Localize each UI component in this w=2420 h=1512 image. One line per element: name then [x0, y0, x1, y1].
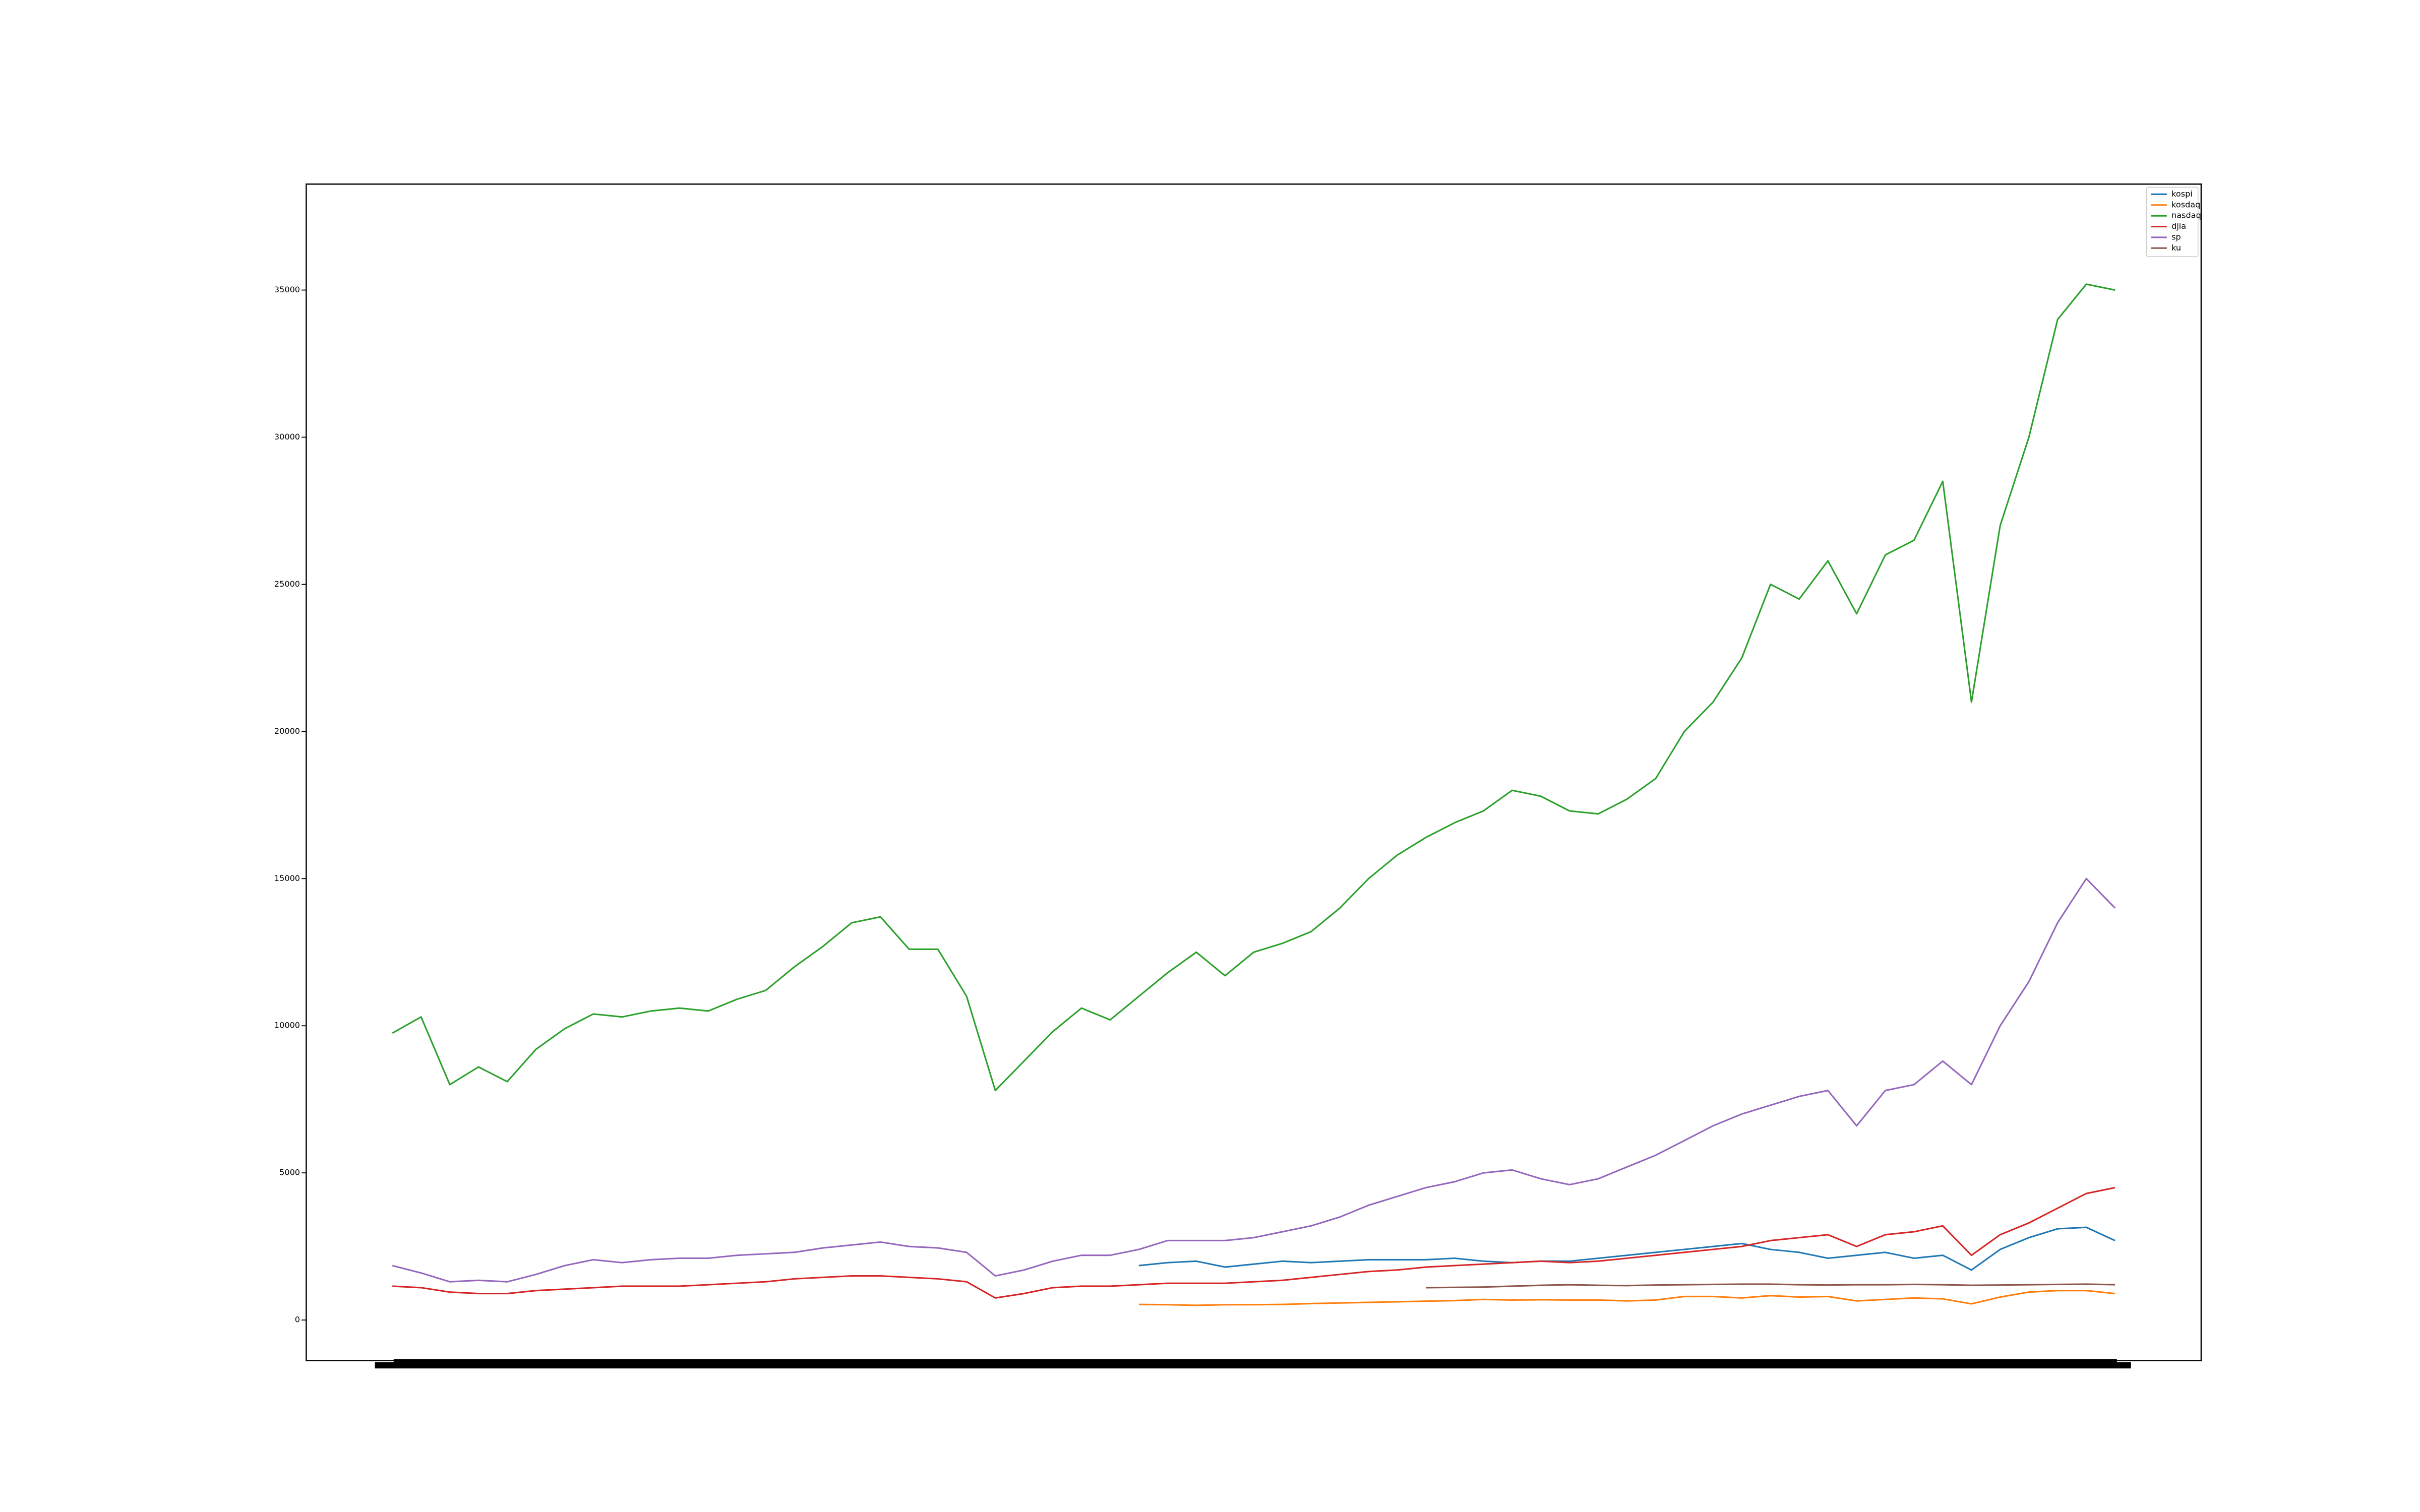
legend-label: nasdaq: [2171, 211, 2201, 220]
series-line: [392, 1186, 2115, 1299]
series-line: [1138, 1226, 2115, 1271]
y-tick-label: 0: [295, 1315, 300, 1325]
y-tick-label: 20000: [274, 726, 300, 736]
legend-label: kosdaq: [2171, 200, 2200, 209]
series-line: [1138, 1290, 2115, 1306]
y-tick-label: 5000: [279, 1168, 300, 1177]
legend-label: djia: [2171, 221, 2186, 231]
y-tick-label: 35000: [274, 285, 300, 294]
y-tick-label: 25000: [274, 579, 300, 589]
series-line: [1426, 1283, 2115, 1289]
y-tick-label: 15000: [274, 873, 300, 883]
x-tick-marks: [393, 1359, 2117, 1362]
series-line: [392, 877, 2116, 1283]
legend-label: ku: [2171, 243, 2181, 253]
x-tick-labels-overlap: [375, 1362, 2131, 1369]
y-tick-label: 10000: [274, 1021, 300, 1030]
y-tick-label: 30000: [274, 432, 300, 442]
legend-label: kospi: [2171, 189, 2193, 199]
legend-label: sp: [2171, 232, 2181, 241]
series-line: [392, 283, 2115, 1092]
